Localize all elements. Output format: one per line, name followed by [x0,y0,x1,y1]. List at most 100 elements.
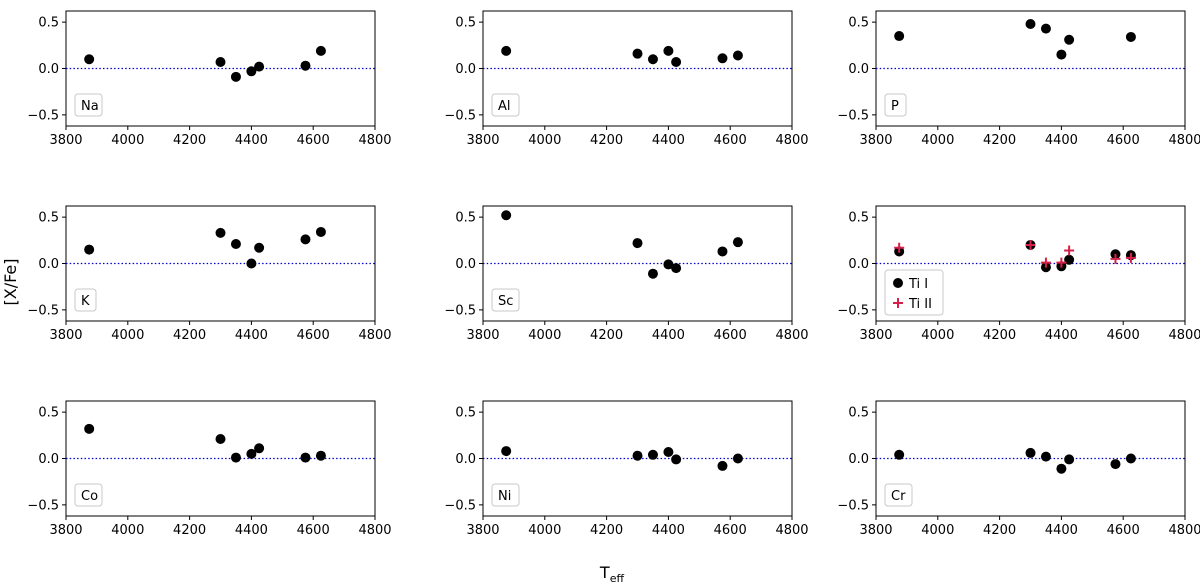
data-point-tiii [1125,252,1136,263]
axes-frame [65,400,376,517]
legend-marker-ti-i [893,278,903,288]
data-point-al [647,54,658,65]
x-axis-title-subscript: eff [610,572,625,585]
data-point-p [894,31,905,42]
element-label: Co [81,489,98,504]
x-tick-label: 4400 [235,328,268,343]
y-tick-label: −0.5 [444,108,476,123]
y-tick-label: −0.5 [27,108,59,123]
x-tick-label: 4000 [921,523,954,538]
element-label-box [884,483,913,507]
data-point-p [1056,49,1067,60]
data-point-al [632,48,643,59]
element-label: P [891,99,899,114]
element-label: K [81,294,90,309]
data-point-co [230,452,241,463]
x-tick-label: 3800 [859,523,892,538]
data-point-co [246,448,257,459]
x-tick-label: 4200 [983,133,1016,148]
y-tick-label: 0.0 [38,257,59,272]
panel-k: 3800 4000 4200 4400 4600 4800 −0.5 0.0 0.5 K [27,205,392,343]
element-label-box [491,483,520,507]
x-tick-label: 3800 [859,133,892,148]
y-tick-label: −0.5 [444,498,476,513]
data-point-na [230,71,241,82]
x-tick-label: 3800 [466,328,499,343]
y-tick-label: 0.0 [38,452,59,467]
x-tick-label: 4600 [714,133,747,148]
x-tick-label: 4000 [528,523,561,538]
x-tick-label: 4800 [1168,328,1200,343]
x-tick-label: 4400 [235,133,268,148]
x-tick-label: 4200 [173,523,206,538]
data-point-co [254,443,265,454]
data-point-al [732,50,743,61]
y-tick-label: 0.0 [455,62,476,77]
data-point-na [300,60,311,71]
element-label-box [74,483,103,507]
axes-frame [65,10,376,127]
y-tick-label: 0.5 [848,406,869,421]
x-tick-label: 4200 [590,133,623,148]
data-point-ni [632,450,643,461]
data-point-sc [671,263,682,274]
x-tick-label: 4600 [714,328,747,343]
axes-frame [482,205,793,322]
data-point-k [84,244,95,255]
data-point-al [501,45,512,56]
data-point-tiii [1056,257,1067,268]
x-tick-label: 4800 [775,328,808,343]
data-point-ni [671,454,682,465]
x-tick-label: 3800 [49,133,82,148]
x-tick-label: 4600 [1107,133,1140,148]
x-tick-label: 4400 [652,523,685,538]
panel-co: 3800 4000 4200 4400 4600 4800 −0.5 0.0 0.5 Co [27,400,392,538]
y-tick-label: 0.5 [455,16,476,31]
legend-label-ti-i: Ti I [908,277,928,292]
x-tick-label: 4200 [983,328,1016,343]
x-tick-label: 4200 [173,133,206,148]
y-tick-label: −0.5 [444,303,476,318]
x-tick-label: 4800 [775,523,808,538]
y-tick-label: −0.5 [837,108,869,123]
data-point-ni [732,453,743,464]
element-label: Ni [498,489,511,504]
y-tick-label: 0.5 [38,406,59,421]
x-tick-label: 4200 [983,523,1016,538]
data-point-tiii [894,242,905,253]
data-point-na [84,54,95,65]
data-point-na [315,45,326,56]
panel-sc: 3800 4000 4200 4400 4600 4800 −0.5 0.0 0.5 Sc [444,205,809,343]
data-point-cr [1040,451,1051,462]
x-tick-label: 4800 [358,133,391,148]
data-point-tiii [1025,239,1036,250]
data-point-ni [717,460,728,471]
data-point-cr [1125,453,1136,464]
panel-p: 3800 4000 4200 4400 4600 4800 −0.5 0.0 0.5 P [837,10,1200,148]
y-tick-label: −0.5 [27,498,59,513]
legend-marker-ti-ii [893,298,903,308]
data-point-al [671,57,682,68]
data-point-cr [1064,454,1075,465]
x-tick-label: 4000 [921,133,954,148]
data-point-tiii [1064,245,1075,256]
x-tick-label: 4400 [1045,133,1078,148]
data-point-k [315,226,326,237]
y-tick-label: 0.5 [455,211,476,226]
data-point-sc [717,246,728,257]
element-label: Sc [498,294,513,309]
y-tick-label: 0.0 [848,452,869,467]
data-point-p [1064,34,1075,45]
x-tick-label: 4600 [1107,523,1140,538]
data-point-k [254,242,265,253]
data-point-na [254,61,265,72]
data-point-ni [647,449,658,460]
y-tick-label: 0.5 [455,406,476,421]
panel-ti: 3800 4000 4200 4400 4600 4800 −0.5 0.0 0.5 Ti I Ti… [837,205,1200,343]
data-point-k [300,234,311,245]
x-tick-label: 4000 [921,328,954,343]
x-tick-label: 4800 [358,523,391,538]
data-point-tiii [1110,253,1121,264]
element-label-box [74,288,97,312]
x-tick-label: 4200 [173,328,206,343]
